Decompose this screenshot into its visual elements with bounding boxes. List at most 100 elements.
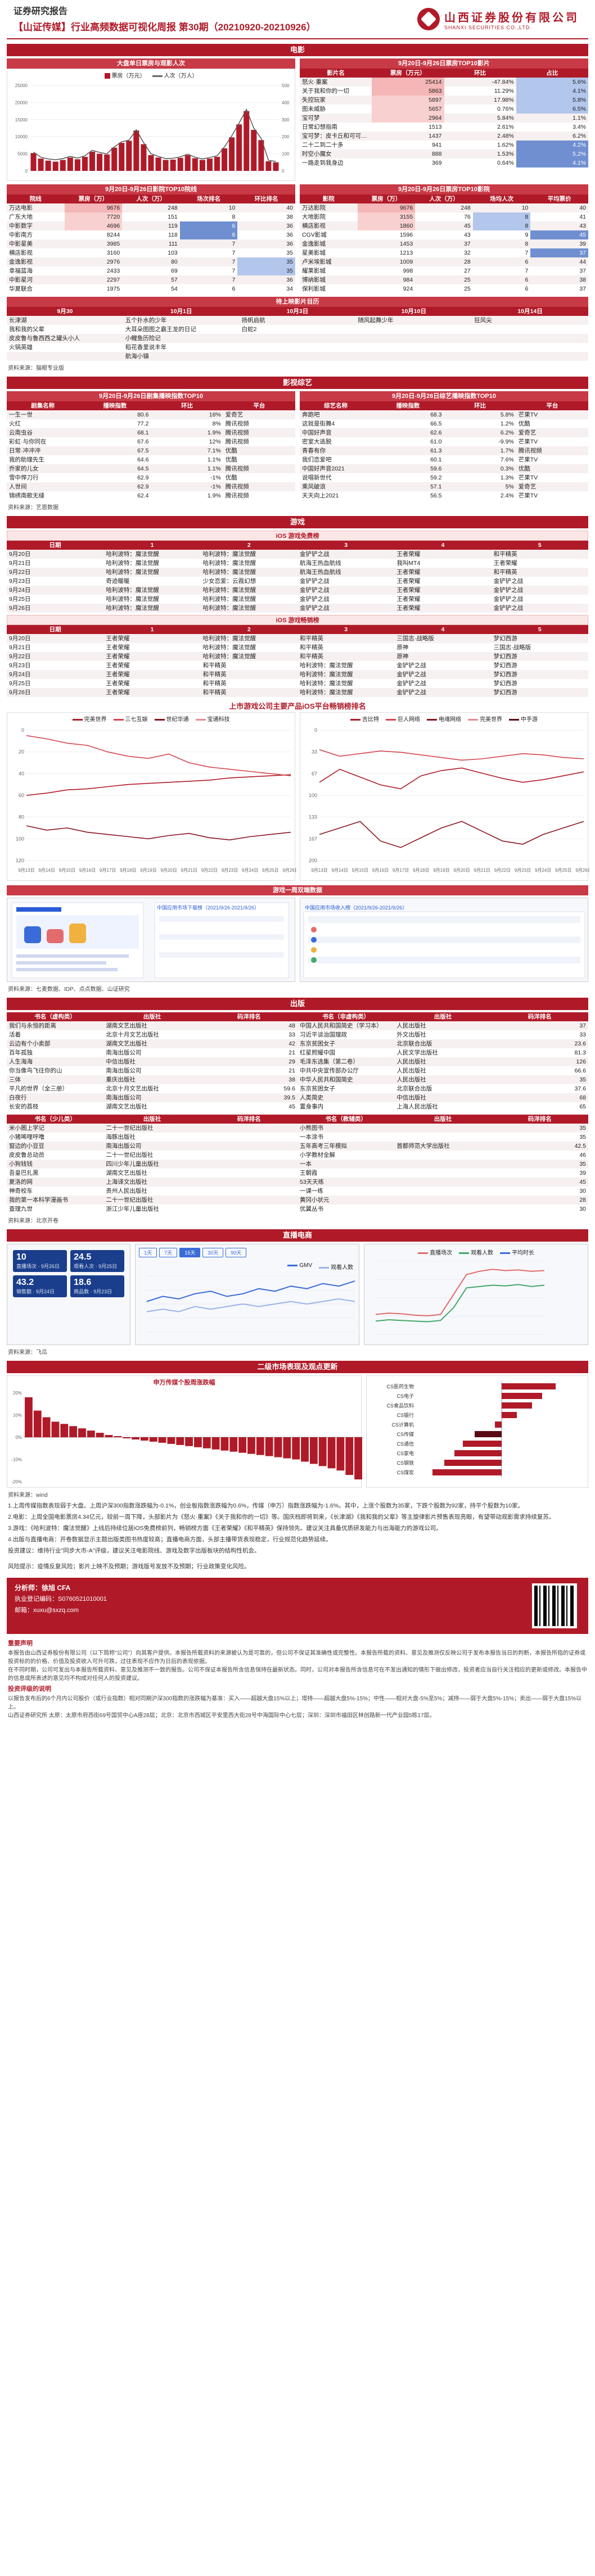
table-cell: 7720 bbox=[64, 212, 123, 221]
brand-name-en: SHANXI SECURITIES CO.,LTD. bbox=[444, 24, 532, 30]
legend-item: 宝通科技 bbox=[195, 714, 230, 723]
series-line bbox=[26, 774, 291, 796]
bar bbox=[25, 1397, 33, 1437]
table-cell: 和平精英 bbox=[202, 662, 227, 669]
tab-1[interactable]: 7天 bbox=[159, 1248, 178, 1257]
table-cell: 优酷 bbox=[223, 446, 295, 455]
bar bbox=[45, 160, 51, 171]
tab-3[interactable]: 30天 bbox=[202, 1248, 224, 1257]
table-cell bbox=[7, 352, 123, 361]
table-cell: 2964 bbox=[372, 114, 444, 123]
table-header-cell: 剧集名称 bbox=[7, 401, 79, 410]
drama-left-title: 9月20日-9月26日剧集播映指数TOP10 bbox=[7, 391, 295, 401]
table-cell: 人类简史 bbox=[297, 1093, 395, 1102]
table-row: 9月22日 王者荣耀 哈利波特：魔法觉醒 和平精英 原神 梦幻西游 bbox=[7, 652, 588, 661]
table-header-cell: 出版社 bbox=[394, 1115, 492, 1124]
table-row: 我的第一本科学漫画书 二十一世纪出版社 黄冈小状元 28 bbox=[7, 1196, 588, 1205]
table-cell: 6.2% bbox=[444, 428, 516, 437]
table-cell: 35 bbox=[491, 1160, 588, 1169]
category-label: CS电子 bbox=[396, 1393, 414, 1399]
table-cell: 35 bbox=[579, 1134, 586, 1140]
table-cell: 27 bbox=[464, 268, 471, 274]
table-cell: 45 bbox=[289, 1103, 295, 1110]
table-cell: 中影星美 bbox=[7, 239, 65, 248]
table-cell bbox=[201, 1151, 298, 1160]
bar bbox=[42, 1417, 51, 1437]
table-cell: 北京联合出版 bbox=[394, 1039, 492, 1048]
newgame-title: 游戏一周双端数据 bbox=[7, 885, 588, 895]
table-row: 中国好声音2021 59.6 0.3% 优酷 bbox=[300, 464, 588, 473]
table-cell: 湖南文艺出版社 bbox=[106, 1170, 147, 1176]
table-cell bbox=[355, 352, 472, 361]
table-cell: 白蛇2 bbox=[241, 326, 257, 333]
table-cell: 59.2 bbox=[430, 474, 442, 481]
table1-title: 9月20日-9月26日票房TOP10影片 bbox=[300, 58, 588, 69]
x-tick-label: 9月25日 bbox=[555, 868, 571, 873]
table-header-cell: 播映指数 bbox=[79, 401, 151, 410]
table-row: 长津湖 五个扑水的少年 扬帆启航 随风起舞少年 狂风尖 bbox=[7, 316, 588, 325]
table-cell: 119 bbox=[122, 221, 180, 230]
table-cell: 图未威胁 bbox=[302, 106, 326, 112]
bar bbox=[30, 153, 37, 171]
table-cell: 航海王热血航线 bbox=[297, 568, 395, 577]
table-cell: 36 bbox=[237, 221, 295, 230]
table-cell: 56.5 bbox=[430, 492, 442, 499]
x-tick-label: 9月18日 bbox=[120, 868, 136, 873]
table-row: 一路走到我身边 369 0.64% 4.1% bbox=[300, 159, 588, 167]
drama-source: 资料来源：艺恩数据 bbox=[8, 505, 58, 511]
tab-2[interactable]: 15天 bbox=[179, 1248, 201, 1257]
table-cell: 66.6 bbox=[574, 1067, 586, 1074]
table-row: 日常幻想指南 1513 2.61% 3.4% bbox=[300, 123, 588, 132]
analyst-email[interactable]: 邮箱：xuxu@sxzq.com bbox=[15, 1607, 79, 1614]
table-cell: 5.2% bbox=[516, 150, 588, 159]
legend-item: 吉比特 bbox=[350, 714, 379, 723]
table-cell: 上海译文出版社 bbox=[103, 1178, 201, 1187]
x-tick-label: 9月19日 bbox=[433, 868, 449, 873]
y-tick-label: 60 bbox=[19, 793, 24, 798]
analyst-name: 分析师：徐旭 CFA bbox=[15, 1584, 71, 1592]
table-cell: 6 bbox=[179, 221, 238, 230]
table-cell bbox=[472, 325, 588, 334]
live-right-legend: 直播场次 观看人数 平均时长 bbox=[364, 1244, 588, 1258]
bar bbox=[283, 1437, 291, 1459]
table-cell: 芒果TV bbox=[518, 456, 538, 463]
table-row: 活着 北京十月文艺出版社 33 习近平谈治国理政 外文出版社 33 bbox=[7, 1030, 588, 1039]
table-cell: 2.48% bbox=[444, 132, 516, 141]
table-row: 二十二到二十多 941 1.62% 4.2% bbox=[300, 141, 588, 150]
bar bbox=[140, 1437, 148, 1441]
bar bbox=[220, 1437, 229, 1451]
table-row: 中影南方 8244 118 6 36 bbox=[7, 230, 295, 239]
table-row: 一生一世 80.6 18% 爱奇艺 bbox=[7, 410, 295, 419]
bar bbox=[104, 154, 110, 171]
table-cell: 宝可梦 bbox=[300, 114, 372, 123]
disclaimer-p2: 在不同时期，公司可发出与本报告所载资料、意见及推测不一致的报告。公司不保证本报告… bbox=[8, 1667, 587, 1682]
tab-0[interactable]: 1天 bbox=[139, 1248, 157, 1257]
table-cell: 人生海海 bbox=[7, 1057, 104, 1066]
table-cell: 8244 bbox=[106, 232, 120, 238]
table-cell: 金铲铲之战 bbox=[394, 688, 492, 697]
table-cell: 67.6 bbox=[137, 438, 149, 445]
kids-books-table: 书名（少儿类） 出版社 码洋排名 书名（教辅类） 出版社 码洋排名 米小圈上学记 二十一世纪出… bbox=[7, 1115, 588, 1214]
table-cell: 中影南方 bbox=[9, 232, 33, 238]
series-line bbox=[376, 1284, 545, 1323]
table-row: 幸福蓝海 2433 69 7 35 bbox=[7, 266, 295, 275]
table-cell: 东京贫困女子 bbox=[299, 1085, 335, 1092]
table-header-cell: 1 bbox=[103, 625, 201, 634]
table-cell: 南海出版公司 bbox=[106, 1049, 142, 1056]
series-line bbox=[147, 1298, 355, 1312]
bar bbox=[199, 160, 205, 171]
bar bbox=[229, 1437, 238, 1452]
table-row: 锦绣南歌无缝 62.4 1.9% 腾讯视频 bbox=[7, 491, 295, 500]
table-cell: 吾皇巴扎黑 bbox=[9, 1170, 39, 1176]
table-cell: 宝可梦：皮卡丘和可可的冒险 bbox=[300, 132, 372, 141]
table-row: 宝可梦：皮卡丘和可可的冒险 1437 2.48% 6.2% bbox=[300, 132, 588, 141]
bar bbox=[211, 1437, 220, 1450]
table-row: 天天向上2021 56.5 2.4% 芒果TV bbox=[300, 491, 588, 500]
table-cell: 保利影城 bbox=[302, 286, 326, 292]
bar bbox=[345, 1437, 354, 1475]
tab-4[interactable]: 90天 bbox=[226, 1248, 247, 1257]
table-cell: 原神 bbox=[396, 644, 409, 651]
table-cell: 我们与永恒的距离 bbox=[7, 1021, 104, 1030]
section-books: 出版 bbox=[7, 998, 588, 1010]
bar bbox=[38, 159, 44, 171]
